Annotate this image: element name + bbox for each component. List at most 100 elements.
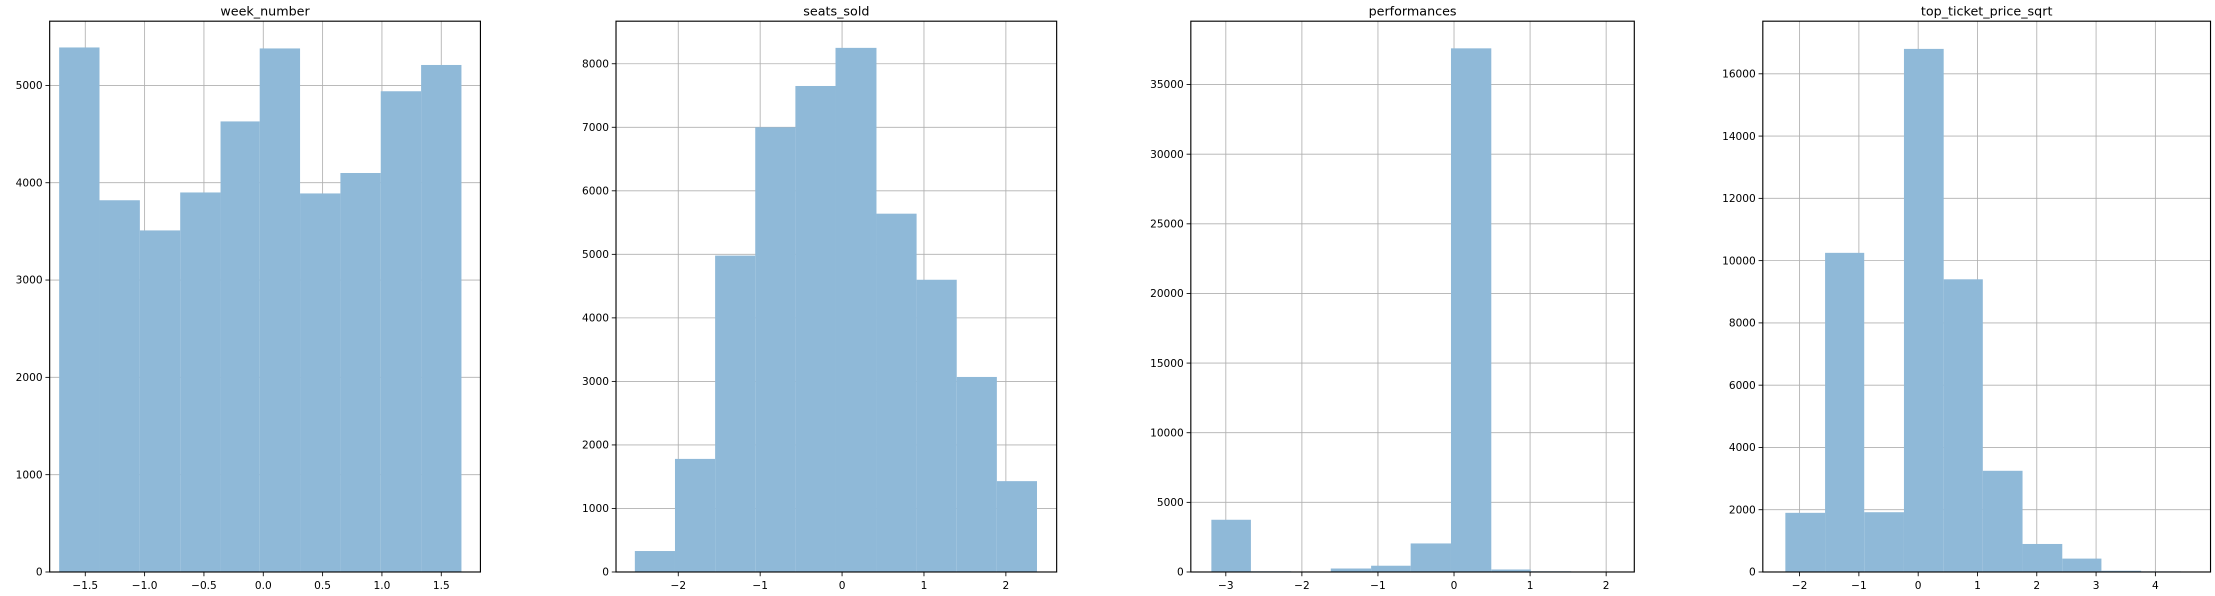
bar xyxy=(795,85,836,572)
x-tick-label: −2 xyxy=(670,580,686,592)
y-tick-label: 10000 xyxy=(1722,255,1756,267)
x-tick-label: −0.5 xyxy=(191,580,217,592)
y-tick-label: 5000 xyxy=(1157,497,1184,509)
bar xyxy=(1825,252,1865,572)
bar xyxy=(1450,48,1492,572)
bar xyxy=(1410,543,1451,572)
y-tick-label: 6000 xyxy=(1729,380,1756,392)
y-tick-label: 7000 xyxy=(582,122,609,134)
y-tick-label: 6000 xyxy=(582,185,609,197)
y-tick-label: 8000 xyxy=(1729,318,1756,330)
x-tick-label: 1.0 xyxy=(374,580,391,592)
y-tick-label: 3000 xyxy=(582,376,609,388)
y-tick-label: 3000 xyxy=(16,275,43,287)
x-tick-label: 0 xyxy=(839,580,846,592)
x-tick-label: 2 xyxy=(2033,580,2040,592)
y-tick-label: 16000 xyxy=(1722,68,1756,80)
x-tick-label: −2 xyxy=(1792,580,1808,592)
bar xyxy=(2101,570,2142,572)
x-tick-label: −3 xyxy=(1218,580,1234,592)
y-tick-label: 0 xyxy=(602,567,609,579)
x-tick-label: 0 xyxy=(1451,580,1458,592)
y-tick-label: 2000 xyxy=(16,372,43,384)
y-tick-label: 0 xyxy=(36,567,43,579)
axes-frame xyxy=(1190,20,1635,573)
bar xyxy=(380,91,422,572)
bar xyxy=(1864,512,1904,572)
y-tick-label: 30000 xyxy=(1150,149,1184,161)
x-tick-label: 1 xyxy=(921,580,928,592)
x-tick-label: −1 xyxy=(752,580,768,592)
bar xyxy=(956,376,997,572)
chart-title: week_number xyxy=(220,4,310,19)
y-tick-label: 35000 xyxy=(1150,79,1184,91)
y-tick-label: 1000 xyxy=(582,503,609,515)
x-tick-label: −2 xyxy=(1294,580,1310,592)
x-tick-label: 1.5 xyxy=(433,580,450,592)
y-tick-label: 0 xyxy=(1177,567,1184,579)
bar xyxy=(259,48,301,572)
bar xyxy=(1943,279,1983,572)
bar xyxy=(340,172,381,572)
axes-frame xyxy=(49,20,481,573)
bar xyxy=(835,47,877,572)
y-tick-label: 4000 xyxy=(16,177,43,189)
bar xyxy=(1211,519,1251,572)
bar xyxy=(139,230,181,572)
x-tick-label: 0.0 xyxy=(255,580,272,592)
y-tick-label: 5000 xyxy=(582,249,609,261)
x-tick-label: 2 xyxy=(1003,580,1010,592)
axes-frame xyxy=(1762,20,2212,573)
x-tick-label: 1 xyxy=(1527,580,1534,592)
bar xyxy=(1785,512,1826,572)
chart-title: top_ticket_price_sqrt xyxy=(1921,4,2053,19)
x-tick-label: 2 xyxy=(1603,580,1610,592)
bar xyxy=(99,200,140,572)
bar xyxy=(715,255,756,572)
axes-frame xyxy=(615,20,1058,573)
y-tick-label: 5000 xyxy=(16,80,43,92)
bar xyxy=(300,193,341,572)
x-tick-label: 1 xyxy=(1974,580,1981,592)
bar xyxy=(220,121,260,572)
bar xyxy=(2022,543,2063,572)
y-tick-label: 8000 xyxy=(582,58,609,70)
y-tick-label: 12000 xyxy=(1722,193,1756,205)
y-tick-label: 10000 xyxy=(1150,427,1184,439)
bar xyxy=(1330,568,1372,572)
y-tick-label: 4000 xyxy=(582,313,609,325)
x-tick-label: −1 xyxy=(1851,580,1867,592)
y-tick-label: 1000 xyxy=(16,469,43,481)
x-tick-label: −1.0 xyxy=(132,580,158,592)
y-tick-label: 2000 xyxy=(1729,504,1756,516)
bar xyxy=(180,192,221,572)
bar xyxy=(876,213,917,572)
x-tick-label: −1 xyxy=(1370,580,1386,592)
y-tick-label: 25000 xyxy=(1150,218,1184,230)
bar xyxy=(59,47,100,572)
bar xyxy=(1903,48,1944,572)
y-tick-label: 0 xyxy=(1749,567,1756,579)
bar xyxy=(674,458,716,572)
bar xyxy=(634,551,675,572)
y-tick-label: 20000 xyxy=(1150,288,1184,300)
bar xyxy=(755,127,796,572)
y-tick-label: 4000 xyxy=(1729,442,1756,454)
bar xyxy=(1371,565,1411,572)
chart-title: performances xyxy=(1369,4,1457,19)
x-tick-label: 3 xyxy=(2093,580,2100,592)
x-tick-label: −1.5 xyxy=(72,580,98,592)
chart-title: seats_sold xyxy=(803,4,869,19)
y-tick-label: 2000 xyxy=(582,440,609,452)
bar xyxy=(2062,558,2102,572)
bar xyxy=(916,279,957,572)
x-tick-label: 0.5 xyxy=(314,580,331,592)
y-tick-label: 15000 xyxy=(1150,358,1184,370)
x-tick-label: 0 xyxy=(1915,580,1922,592)
bar xyxy=(421,64,462,572)
bar xyxy=(996,481,1037,572)
x-tick-label: 4 xyxy=(2152,580,2159,592)
bar xyxy=(1491,569,1531,572)
bar xyxy=(1982,470,2023,572)
